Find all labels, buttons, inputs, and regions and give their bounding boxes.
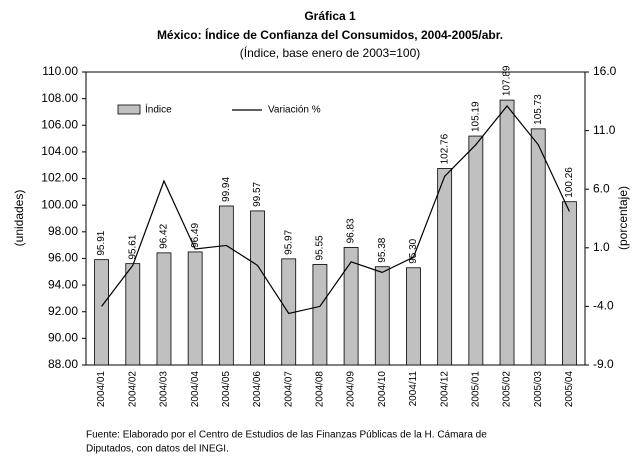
x-tick-label: 2004/04 [190, 371, 201, 408]
y-tick-label: 92.00 [48, 304, 78, 318]
chart-note: (Índice, base enero de 2003=100) [240, 45, 420, 60]
y-tick-label: 88.00 [48, 357, 78, 371]
data-label: 100.26 [564, 167, 575, 198]
data-label: 95.91 [96, 230, 107, 255]
bar [312, 264, 328, 366]
data-label: 105.73 [533, 94, 544, 125]
y-tick-label: 98.00 [48, 224, 78, 238]
bar [156, 252, 172, 366]
y-tick-label: 102.00 [41, 171, 78, 185]
x-tick-label: 2005/04 [564, 371, 575, 408]
data-label: 96.42 [159, 223, 170, 248]
bar [437, 168, 453, 366]
source-line: Diputados, con datos del INEGI. [86, 444, 229, 455]
data-label: 95.97 [283, 229, 294, 254]
data-label: 95.61 [127, 234, 138, 259]
legend-label: Variación % [268, 105, 321, 116]
y-tick-label: 94.00 [48, 277, 78, 291]
x-tick-label: 2004/10 [377, 371, 388, 408]
y-axis-label: (unidades) [12, 190, 26, 247]
data-label: 96.83 [346, 218, 357, 243]
bar [499, 99, 515, 366]
y-tick-label: 108.00 [41, 91, 78, 105]
line [101, 105, 570, 315]
source-line: Fuente: Elaborado por el Centro de Estud… [86, 430, 487, 441]
chart-title: Gráfica 1 [304, 9, 356, 23]
x-tick-label: 2004/02 [127, 371, 138, 408]
x-tick-label: 2004/11 [408, 371, 419, 407]
y-tick-label: 96.00 [48, 251, 78, 265]
bar [250, 210, 265, 366]
legend-swatch [117, 104, 141, 115]
chart-subtitle: México: Índice de Confianza del Consumid… [157, 27, 503, 42]
x-tick-label: 2005/02 [502, 371, 513, 408]
data-label: 99.94 [221, 177, 232, 202]
x-tick-label: 2004/12 [439, 371, 450, 408]
y-tick-label: 100.00 [41, 197, 78, 211]
bar [406, 267, 421, 366]
y2-tick-label: 6.0 [593, 181, 610, 195]
y2-tick-label: -9.0 [593, 357, 614, 371]
data-label: 105.19 [470, 101, 481, 132]
bar [562, 201, 577, 366]
bar [125, 263, 141, 366]
data-label: 99.57 [252, 181, 263, 206]
x-tick-label: 2005/01 [470, 371, 481, 408]
data-label: 95.38 [377, 237, 388, 262]
y-tick-label: 110.00 [42, 64, 78, 78]
bar [530, 128, 546, 366]
y-tick-label: 104.00 [41, 144, 78, 158]
data-label: 102.76 [439, 133, 450, 164]
bar [468, 135, 484, 366]
y-tick-label: 90.00 [48, 331, 78, 345]
x-tick-label: 2004/03 [159, 371, 170, 408]
y-tick-label: 106.00 [41, 117, 78, 131]
y2-tick-label: -4.0 [593, 299, 614, 313]
bar [94, 259, 109, 366]
bar [343, 247, 359, 366]
data-label: 95.30 [408, 238, 419, 263]
x-tick-label: 2004/07 [283, 371, 294, 408]
x-tick-label: 2004/09 [346, 371, 357, 408]
x-tick-label: 2005/03 [533, 371, 544, 408]
y2-tick-label: 16.0 [593, 64, 617, 78]
x-tick-label: 2004/06 [252, 371, 263, 408]
x-tick-label: 2004/05 [221, 371, 232, 408]
bar [218, 205, 234, 366]
data-label: 95.55 [315, 235, 326, 260]
data-label: 107.89 [502, 65, 513, 96]
y2-axis-label: (porcentaje) [616, 186, 630, 250]
legend-label: Índice [145, 103, 172, 116]
x-tick-label: 2004/01 [96, 371, 107, 408]
bar [187, 251, 203, 366]
y2-tick-label: 1.0 [593, 240, 610, 254]
y2-tick-label: 11.0 [593, 123, 616, 137]
bar [374, 266, 390, 366]
x-tick-label: 2004/08 [315, 371, 326, 408]
data-label: 96.49 [190, 222, 201, 247]
plot-frame [85, 71, 586, 366]
